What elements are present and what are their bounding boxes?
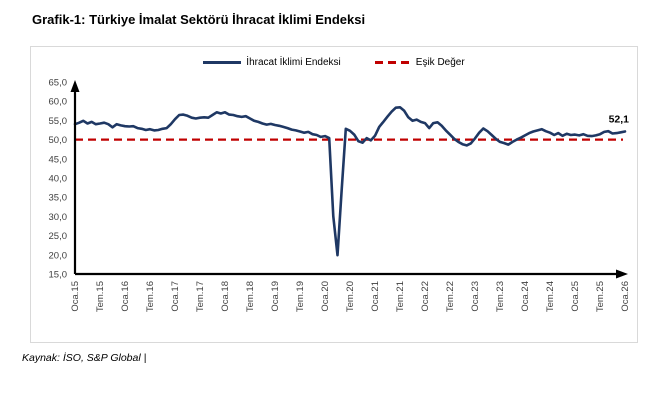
legend-label-series: İhracat İklimi Endeksi — [246, 57, 341, 68]
x-tick-label: Tem.17 — [195, 281, 206, 312]
x-tick-label: Oca.24 — [520, 281, 531, 312]
y-tick-label: 65,0 — [49, 78, 68, 89]
chart-frame: İhracat İklimi Endeksi Eşik Değer 15,0 20… — [30, 46, 638, 343]
x-axis-arrow-icon — [616, 269, 628, 279]
x-tick-label: Oca.23 — [470, 281, 481, 312]
x-tick-label: Tem.18 — [245, 281, 256, 312]
y-tick-label: 40,0 — [49, 174, 68, 185]
x-tick-label: Oca.15 — [70, 281, 81, 312]
y-tick-label: 30,0 — [49, 212, 68, 223]
legend-item-series: İhracat İklimi Endeksi — [203, 57, 341, 68]
y-tick-label: 60,0 — [49, 97, 68, 108]
x-tick-label: Oca.19 — [270, 281, 281, 312]
x-tick-label: Oca.21 — [370, 281, 381, 312]
legend-item-threshold: Eşik Değer — [374, 57, 465, 68]
y-tick-label: 15,0 — [49, 270, 68, 281]
x-tick-label: Tem.19 — [295, 281, 306, 312]
series-line — [73, 105, 627, 257]
threshold-dash-sample-icon — [374, 61, 411, 64]
y-tick-label: 50,0 — [49, 135, 68, 146]
x-tick-label: Tem.20 — [345, 281, 356, 312]
x-tick-label: Oca.20 — [320, 281, 331, 312]
x-tick-label: Oca.16 — [120, 281, 131, 312]
x-tick-label: Tem.15 — [95, 281, 106, 312]
x-tick-label: Tem.24 — [545, 281, 556, 312]
plot-area: 15,0 20,0 25,0 30,0 35,0 40,0 45,0 50,0 55,0 60,0… — [49, 78, 632, 313]
y-tick-label: 20,0 — [49, 250, 68, 261]
last-value-label: 52,1 — [609, 114, 630, 126]
y-tick-label: 45,0 — [49, 154, 68, 165]
x-tick-label: Tem.22 — [445, 281, 456, 312]
y-axis-arrow-icon — [70, 80, 80, 92]
source-note: Kaynak: İSO, S&P Global | — [22, 352, 147, 364]
x-tick-label: Oca.17 — [170, 281, 181, 312]
x-tick-label: Tem.25 — [595, 281, 606, 312]
x-tick-label: Tem.16 — [145, 281, 156, 312]
x-tick-label: Oca.18 — [220, 281, 231, 312]
legend: İhracat İklimi Endeksi Eşik Değer — [31, 57, 637, 68]
legend-label-threshold: Eşik Değer — [415, 57, 465, 68]
series-line-sample-icon — [203, 61, 242, 64]
x-tick-label: Oca.22 — [420, 281, 431, 312]
x-tick-label: Oca.26 — [620, 281, 631, 312]
y-tick-label: 55,0 — [49, 116, 68, 127]
chart-title: Grafik-1: Türkiye İmalat Sektörü İhracat… — [32, 12, 366, 27]
x-tick-label: Tem.21 — [395, 281, 406, 312]
y-tick-label: 25,0 — [49, 231, 68, 242]
y-tick-label: 35,0 — [49, 193, 68, 204]
x-tick-label: Oca.25 — [570, 281, 581, 312]
x-tick-label: Tem.23 — [495, 281, 506, 312]
